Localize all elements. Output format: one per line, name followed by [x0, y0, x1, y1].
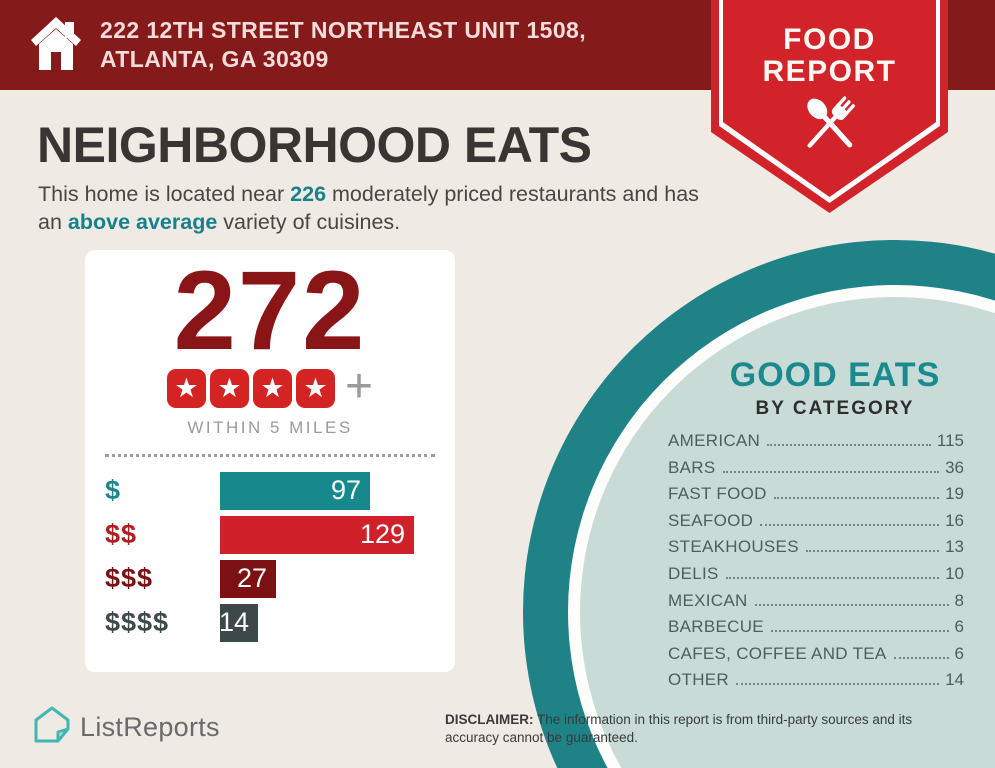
ribbon-content: FOOD REPORT	[711, 0, 948, 213]
category-value: 6	[954, 643, 964, 663]
plus-icon: +	[344, 359, 374, 413]
good-eats-subtitle: BY CATEGORY	[755, 398, 915, 419]
spoon-fork-icon	[792, 96, 868, 165]
category-value: 6	[954, 617, 964, 637]
price-tier-bar: 14	[218, 603, 258, 642]
category-label: STEAKHOUSES	[668, 537, 799, 557]
page-subtitle: This home is located near 226 moderately…	[38, 180, 710, 237]
category-row: OTHER 14	[668, 670, 964, 697]
page-title: NEIGHBORHOOD EATS	[37, 117, 592, 173]
dotted-leader	[736, 683, 940, 686]
price-tier-value: 14	[218, 607, 249, 638]
price-tier-row: $97	[105, 469, 435, 513]
restaurant-count-highlight: 226	[290, 182, 327, 206]
disclaimer-label: DISCLAIMER:	[445, 712, 534, 727]
subtitle-text-3: variety of cuisines.	[217, 210, 401, 235]
dotted-leader	[805, 550, 940, 553]
above-average-highlight: above average	[67, 210, 218, 235]
price-tier-label: $$$$	[105, 607, 170, 638]
restaurant-stats-card: 272 ★ ★ ★ ★ + WITHIN 5 MILES $97 $$ 129 $$$ 27 $$…	[85, 250, 455, 672]
star-icon: ★	[166, 369, 206, 409]
subtitle-text-1: This home is located near	[38, 182, 291, 206]
price-tier-label: $	[105, 475, 122, 506]
price-tier-row: $$$ 27	[105, 557, 435, 601]
ribbon-title-line1: FOOD	[783, 23, 876, 56]
star-icon: ★	[252, 369, 292, 409]
price-tier-bar: 27	[220, 559, 276, 598]
category-label: FAST FOOD	[668, 484, 767, 504]
category-label: SEAFOOD	[668, 510, 754, 530]
radius-note: WITHIN 5 MILES	[187, 417, 353, 437]
category-row: SEAFOOD 16	[668, 511, 964, 538]
price-tier-label: $$$	[105, 563, 154, 594]
dotted-separator	[105, 453, 435, 457]
good-eats-title: GOOD EATS	[729, 356, 941, 394]
price-tier-bar: 129	[220, 515, 414, 554]
category-row: CAFES, COFFEE AND TEA 6	[668, 644, 964, 671]
home-icon	[28, 14, 84, 77]
subtitle-text-2: moderately priced restaurants and has an	[38, 182, 699, 235]
dotted-leader	[767, 444, 931, 446]
category-label: BARBECUE	[668, 617, 764, 637]
dotted-leader	[760, 523, 940, 526]
dotted-leader	[773, 497, 940, 500]
category-value: 10	[945, 563, 964, 583]
disclaimer-text: The information in this report is from t…	[445, 712, 913, 746]
price-tier-label: $$	[105, 519, 138, 550]
category-label: MEXICAN	[668, 590, 748, 610]
category-row: BARS 36	[668, 458, 964, 485]
category-value: 8	[954, 590, 964, 610]
listreports-house-icon	[33, 705, 71, 750]
price-tier-value: 97	[330, 475, 361, 506]
category-value: 16	[945, 510, 964, 530]
category-label: DELIS	[668, 563, 719, 583]
category-value: 13	[945, 537, 964, 557]
category-value: 19	[945, 484, 964, 504]
listreports-logo-text: ListReports	[80, 712, 220, 742]
dotted-leader	[754, 603, 949, 606]
price-tier-bar: 97	[220, 471, 370, 510]
good-eats-heading: GOOD EATS BY CATEGORY	[660, 356, 995, 420]
category-row: MEXICAN 8	[668, 591, 964, 618]
category-label: CAFES, COFFEE AND TEA	[668, 643, 887, 663]
category-value: 115	[936, 431, 964, 450]
category-row: AMERICAN 115	[668, 431, 964, 458]
category-label: AMERICAN	[668, 431, 761, 450]
category-row: FAST FOOD 19	[668, 484, 964, 511]
price-tier-value: 27	[236, 563, 267, 594]
category-row: BARBECUE 6	[668, 617, 964, 644]
total-restaurant-count: 272	[173, 248, 367, 373]
category-row: STEAKHOUSES 13	[668, 537, 964, 564]
category-label: BARS	[668, 457, 716, 477]
star-icon: ★	[295, 369, 335, 409]
category-row: DELIS 10	[668, 564, 964, 591]
ribbon-title-line2: REPORT	[762, 55, 897, 89]
price-tier-row: $$ 129	[105, 513, 435, 557]
food-report-ribbon: FOOD REPORT	[711, 0, 948, 213]
star-rating: ★ ★ ★ ★ +	[85, 362, 455, 410]
category-value: 36	[945, 457, 964, 477]
category-label: OTHER	[668, 670, 729, 690]
price-tier-value: 129	[359, 519, 405, 550]
price-tier-row: $$$$ 14	[105, 601, 435, 645]
disclaimer: DISCLAIMER: The information in this repo…	[445, 711, 959, 747]
dotted-leader	[893, 656, 949, 659]
dotted-leader	[770, 630, 949, 633]
dotted-leader	[725, 576, 940, 579]
property-address: 222 12TH STREET NORTHEAST UNIT 1508, ATL…	[100, 17, 587, 72]
star-icon: ★	[209, 369, 249, 409]
dotted-leader	[722, 470, 940, 473]
listreports-logo: ListReports	[33, 705, 220, 750]
category-list: AMERICAN 115 BARS 36 FAST FOOD 19 SEAFOOD 16 STE…	[668, 431, 964, 697]
price-tier-bar-chart: $97 $$ 129 $$$ 27 $$$$ 14	[85, 469, 455, 645]
category-value: 14	[945, 670, 964, 690]
